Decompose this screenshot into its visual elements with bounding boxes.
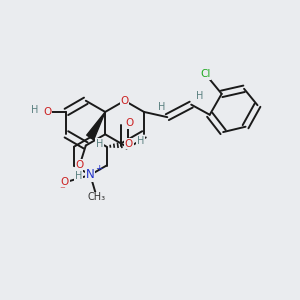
Text: Cl: Cl <box>200 69 210 79</box>
Text: ⁻: ⁻ <box>59 185 65 195</box>
Text: H: H <box>136 136 144 146</box>
Polygon shape <box>87 112 105 140</box>
Text: O: O <box>126 118 134 128</box>
Text: O: O <box>125 139 133 149</box>
Text: +: + <box>95 164 103 173</box>
Text: O: O <box>76 160 84 170</box>
Text: O: O <box>61 177 69 188</box>
Text: N: N <box>86 168 94 182</box>
Text: H: H <box>31 105 38 116</box>
Text: O: O <box>121 96 129 106</box>
Text: H: H <box>95 139 103 149</box>
Text: O: O <box>43 107 52 117</box>
Text: H: H <box>75 171 82 181</box>
Text: CH₃: CH₃ <box>88 192 106 202</box>
Text: H: H <box>158 102 165 112</box>
Text: H: H <box>196 91 203 101</box>
